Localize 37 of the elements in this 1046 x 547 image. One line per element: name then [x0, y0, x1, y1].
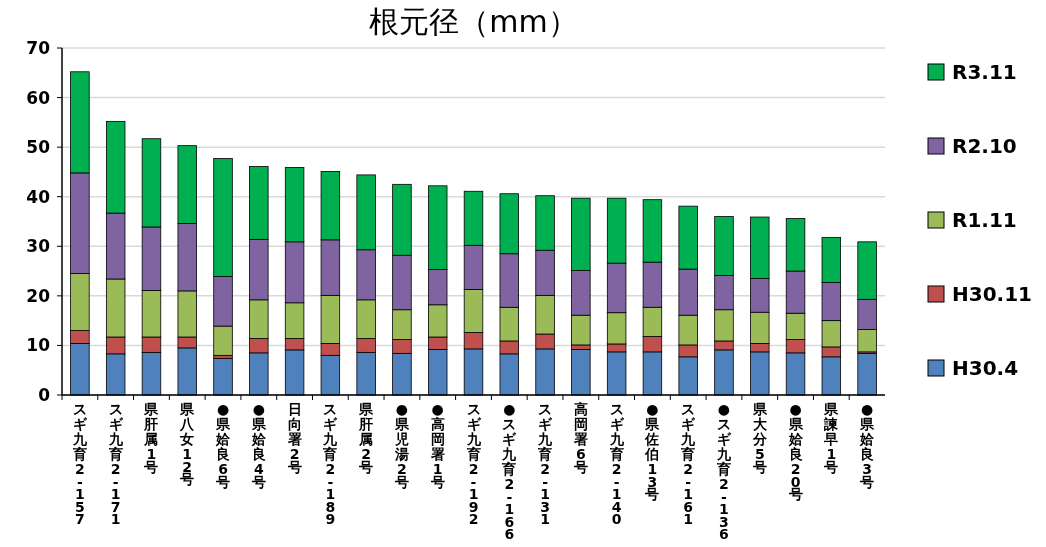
chart-title: 根元径（mm）	[369, 4, 578, 39]
x-tick-label: ●県佐伯13号	[644, 401, 661, 502]
legend-label: R2.10	[952, 134, 1017, 158]
y-tick-label: 40	[26, 186, 51, 207]
category-label: スギ九育2-140	[609, 401, 624, 527]
legend-label: H30.11	[952, 282, 1032, 306]
x-tick-label: 県大分5号	[751, 401, 768, 475]
y-tick-label: 0	[38, 385, 51, 405]
x-tick-label: 県肝属1号	[143, 401, 160, 475]
category-label: スギ九育2-161	[681, 401, 696, 527]
x-tick-label: ●県姶良20号	[787, 401, 804, 502]
y-tick-label: 30	[26, 236, 51, 257]
x-tick-label: ●県姶良6号	[215, 401, 232, 490]
y-tick-label: 70	[26, 38, 51, 58]
category-label: スギ九育2-157	[72, 401, 87, 527]
category-label: スギ九育2-189	[323, 401, 338, 527]
category-label: ●スギ九育2-136	[716, 401, 731, 542]
x-tick-label: 高岡署6号	[572, 401, 588, 475]
category-label: ●スギ九育2-166	[502, 401, 517, 542]
x-tick-label: 県八女12号	[179, 401, 196, 487]
y-tick-label: 60	[26, 87, 51, 108]
y-tick-label: 10	[26, 335, 51, 356]
category-label: スギ九育2-192	[466, 401, 481, 527]
legend-label: R3.11	[952, 60, 1017, 84]
x-tick-label: 県肝属2号	[358, 401, 375, 475]
x-tick-label: ●県姶良4号	[250, 401, 267, 490]
category-label: スギ九育2-171	[108, 401, 123, 527]
y-tick-label: 20	[26, 285, 51, 306]
x-tick-label: ●県児湯2号	[393, 401, 410, 490]
category-label: スギ九育2-131	[538, 401, 553, 527]
x-tick-label: 日向署2号	[286, 401, 302, 475]
x-tick-label: ●高岡署1号	[429, 401, 445, 490]
legend-label: R1.11	[952, 208, 1017, 232]
x-tick-label: 県諫早1号	[823, 401, 840, 475]
x-tick-label: ●県姶良3号	[859, 401, 876, 490]
legend-label: H30.4	[952, 356, 1019, 380]
y-tick-label: 50	[26, 137, 51, 158]
